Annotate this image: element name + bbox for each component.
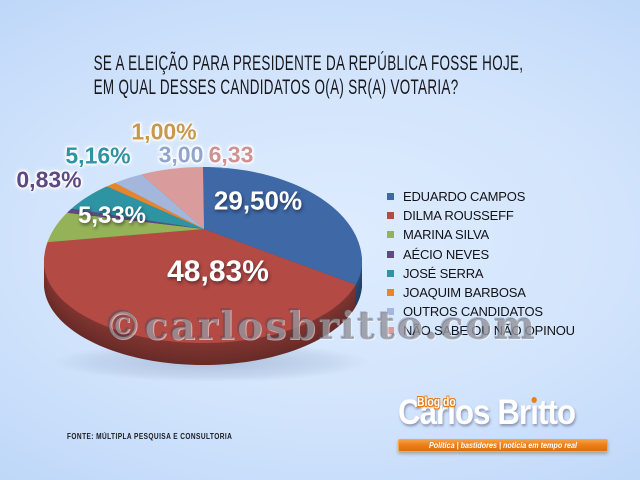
legend-item-4: JOSÉ SERRA — [387, 264, 575, 283]
legend-item-5: JOAQUIM BARBOSA — [387, 283, 575, 302]
legend-swatch-1 — [387, 212, 394, 220]
source-note: FONTE: MÚLTIPLA PESQUISA E CONSULTORIA — [67, 432, 233, 441]
chart-title: SE A ELEIÇÃO PARA PRESIDENTE DA REPÚBLIC… — [0, 52, 524, 100]
legend-swatch-6 — [387, 308, 394, 316]
logo-tagline-text: Política | bastidores | noticia em tempo… — [428, 441, 578, 450]
legend-swatch-3 — [387, 250, 394, 258]
legend-swatch-4 — [387, 269, 394, 277]
legend-label-4: JOSÉ SERRA — [403, 265, 484, 281]
chart-title-line1: SE A ELEIÇÃO PARA PRESIDENTE DA REPÚBLIC… — [93, 52, 524, 75]
chart-title-line2: EM QUAL DESSES CANDIDATOS O(A) SR(A) VOT… — [93, 76, 459, 99]
pie-slice-top-4 — [71, 186, 204, 229]
logo-banner: Política | bastidores | noticia em tempo… — [398, 439, 608, 452]
legend-item-1: DILMA ROUSSEFF — [387, 206, 575, 225]
legend-item-3: AÉCIO NEVES — [387, 245, 575, 264]
legend-label-3: AÉCIO NEVES — [403, 246, 489, 262]
pie-slice-top-3 — [67, 208, 204, 229]
legend-swatch-2 — [387, 231, 394, 239]
legend-item-2: MARINA SILVA — [387, 225, 575, 244]
legend-item-0: EDUARDO CAMPOS — [387, 187, 575, 206]
logo-blog-do-text: Blog do — [417, 394, 456, 409]
pie-slice-top-7 — [141, 167, 204, 229]
legend-swatch-7 — [387, 327, 394, 335]
legend-label-5: JOAQUIM BARBOSA — [403, 285, 526, 301]
pie-slice-top-1 — [44, 229, 356, 343]
logo-orange-idot — [531, 397, 537, 403]
legend: EDUARDO CAMPOS DILMA ROUSSEFF MARINA SILVA… — [387, 187, 575, 341]
legend-label-7: NÃO SABE OU NÃO OPINOU — [403, 323, 575, 339]
pie-slice-top-2 — [47, 212, 204, 243]
legend-swatch-5 — [387, 289, 394, 297]
pie-slice-top-5 — [106, 182, 204, 229]
logo-name-text: Carlos Brı tto — [398, 393, 576, 432]
legend-swatch-0 — [387, 193, 394, 201]
pie-slice-top-0 — [203, 167, 362, 285]
pie-slice-top-6 — [115, 174, 204, 229]
legend-item-6: OUTROS CANDIDATOS — [387, 302, 575, 321]
legend-label-1: DILMA ROUSSEFF — [403, 208, 514, 224]
legend-label-6: OUTROS CANDIDATOS — [403, 304, 543, 320]
legend-item-7: NÃO SABE OU NÃO OPINOU — [387, 321, 575, 340]
legend-label-0: EDUARDO CAMPOS — [403, 189, 526, 205]
blog-logo: Blog do Carlos Brı tto Política | bastido… — [396, 391, 610, 455]
legend-label-2: MARINA SILVA — [403, 227, 489, 243]
